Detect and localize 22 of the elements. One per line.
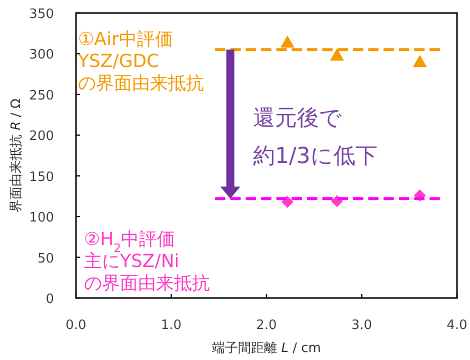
annotation: 還元後で約1/3に低下 <box>253 106 378 169</box>
point <box>281 196 294 208</box>
x-tick-label: 0.0 <box>66 318 86 333</box>
y-tick-label: 200 <box>29 129 54 144</box>
x-axis-title: 端子間距離 L / cm <box>212 341 321 356</box>
x-tick-label: 4.0 <box>446 318 468 333</box>
x-tick-label: 3.0 <box>351 318 372 333</box>
text: ①Air中評価YSZ/GDCの界面由来抵抗 <box>77 29 204 94</box>
point <box>412 54 427 68</box>
y-tick-label: 300 <box>29 48 54 63</box>
y-tick-label: 50 <box>37 251 54 266</box>
y-tick-label: 150 <box>29 170 54 185</box>
y-tick-label: 100 <box>29 210 54 226</box>
point <box>330 48 344 61</box>
point <box>280 35 294 48</box>
y-axis-title: 界面由来抵抗 R / Ω <box>9 98 24 212</box>
y-tick-label: 250 <box>29 88 54 104</box>
y-tick-label: 0 <box>46 292 54 307</box>
x-tick-label: 1.0 <box>160 318 182 333</box>
x-tick-label: 2.0 <box>256 318 277 333</box>
y-tick-label: 350 <box>29 7 54 22</box>
text: ②H$_{2}$中評価主にYSZ/Niの界面由来抵抗 <box>84 229 210 294</box>
